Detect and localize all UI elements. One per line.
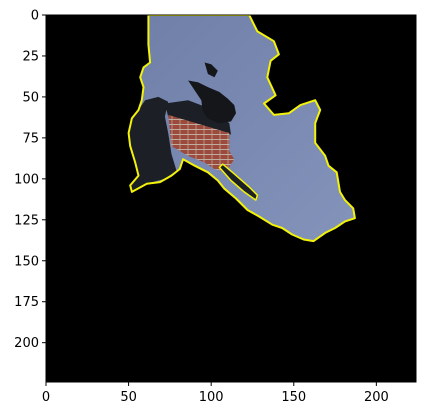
bird-tail	[204, 62, 218, 78]
mask-outline	[127, 15, 356, 243]
y-tick-label: 25	[22, 49, 39, 64]
gutter-edge	[219, 164, 258, 201]
chimney-dark	[128, 96, 177, 192]
y-tick-label: 150	[14, 254, 39, 269]
plot-frame	[45, 14, 417, 383]
x-tick-label: 150	[281, 390, 306, 405]
brick-wall	[168, 114, 235, 173]
y-tick-label: 75	[22, 131, 39, 146]
x-tick-label: 100	[199, 390, 224, 405]
sky-region	[128, 15, 355, 242]
y-tick-label: 0	[31, 9, 39, 24]
y-axis: 0 25 50 75 100 125 150 175 200	[14, 9, 46, 351]
y-tick-label: 50	[22, 90, 39, 105]
y-tick-label: 100	[14, 172, 39, 187]
x-tick-label: 50	[120, 390, 137, 405]
image-layer	[127, 15, 356, 243]
y-tick-label: 200	[14, 336, 39, 351]
bird-silhouette	[188, 80, 236, 124]
x-axis: 0 50 100 150 200	[42, 382, 389, 405]
y-tick-label: 175	[14, 295, 39, 310]
x-tick-label: 0	[42, 390, 50, 405]
x-tick-label: 200	[364, 390, 389, 405]
chimney-cap	[164, 100, 231, 135]
y-tick-label: 125	[14, 213, 39, 228]
gutter-outline	[218, 163, 259, 201]
